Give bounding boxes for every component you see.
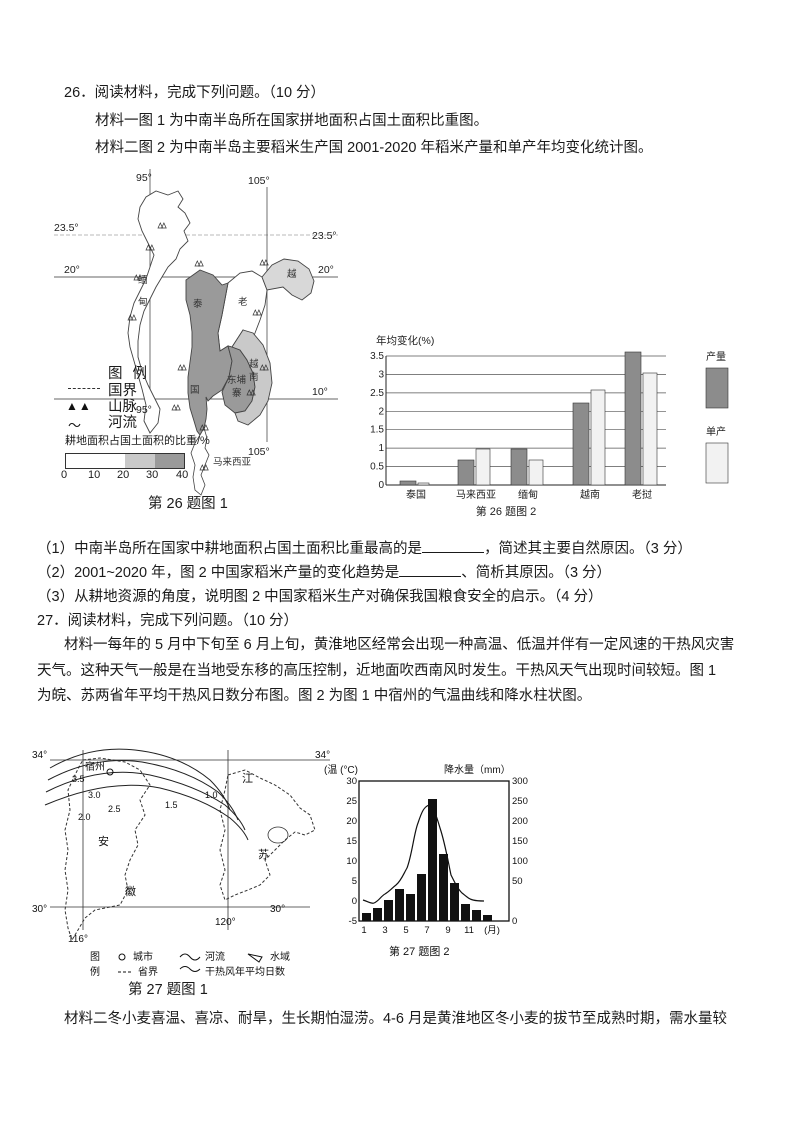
svg-text:20°: 20° — [64, 264, 80, 276]
svg-text:泰国: 泰国 — [406, 488, 426, 501]
svg-text:3: 3 — [378, 369, 384, 380]
svg-text:泰: 泰 — [193, 298, 203, 310]
svg-text:例: 例 — [90, 965, 100, 978]
svg-text:河流: 河流 — [205, 950, 225, 963]
svg-text:100: 100 — [512, 856, 528, 867]
svg-text:水域: 水域 — [270, 950, 290, 963]
svg-text:-5: -5 — [349, 916, 357, 927]
svg-text:寨: 寨 — [232, 387, 242, 399]
svg-text:300: 300 — [512, 776, 528, 787]
svg-text:年均变化(%): 年均变化(%) — [376, 334, 434, 347]
svg-text:0: 0 — [512, 916, 517, 927]
svg-text:20: 20 — [346, 816, 357, 827]
svg-text:120°: 120° — [215, 917, 236, 928]
svg-text:30°: 30° — [32, 904, 47, 915]
svg-text:200: 200 — [512, 816, 528, 827]
svg-text:7: 7 — [424, 925, 429, 936]
svg-text:(温 (°C): (温 (°C) — [324, 764, 358, 776]
svg-text:越南: 越南 — [580, 488, 600, 501]
svg-text:5: 5 — [352, 876, 357, 887]
svg-text:徽: 徽 — [125, 884, 136, 898]
svg-text:产量: 产量 — [706, 350, 726, 363]
svg-text:1.5: 1.5 — [370, 425, 384, 436]
svg-text:2: 2 — [378, 406, 384, 417]
svg-text:安: 安 — [98, 834, 109, 848]
svg-text:2.5: 2.5 — [370, 388, 384, 399]
svg-text:3.0: 3.0 — [88, 790, 101, 800]
svg-text:南: 南 — [249, 371, 259, 383]
svg-text:2.0: 2.0 — [78, 812, 91, 822]
svg-text:缅甸: 缅甸 — [518, 488, 538, 501]
svg-text:国: 国 — [190, 385, 200, 396]
svg-text:11: 11 — [464, 925, 474, 936]
svg-text:苏: 苏 — [258, 848, 269, 861]
svg-text:25: 25 — [346, 796, 357, 807]
svg-text:1: 1 — [361, 925, 366, 936]
svg-text:越: 越 — [249, 358, 259, 370]
svg-text:15: 15 — [346, 836, 357, 847]
svg-text:105°: 105° — [248, 446, 270, 458]
svg-text:单产: 单产 — [706, 425, 726, 438]
svg-text:城市: 城市 — [133, 950, 153, 963]
svg-text:5: 5 — [403, 925, 408, 936]
svg-text:甸: 甸 — [138, 296, 148, 308]
svg-text:缅: 缅 — [138, 274, 148, 286]
svg-text:3.5: 3.5 — [370, 351, 384, 362]
svg-text:(月): (月) — [484, 925, 500, 936]
svg-text:0.5: 0.5 — [370, 462, 384, 473]
svg-text:23.5°: 23.5° — [312, 230, 337, 242]
svg-text:20°: 20° — [318, 264, 334, 276]
svg-text:95°: 95° — [136, 404, 152, 416]
svg-text:30°: 30° — [270, 904, 285, 915]
svg-text:10: 10 — [346, 856, 357, 867]
svg-text:1.0: 1.0 — [205, 790, 218, 800]
svg-text:省界: 省界 — [138, 965, 158, 978]
svg-text:23.5°: 23.5° — [54, 222, 79, 234]
svg-text:2.5: 2.5 — [108, 804, 121, 814]
svg-text:50: 50 — [512, 876, 523, 887]
svg-text:宿州: 宿州 — [85, 760, 105, 773]
svg-text:降水量（mm）: 降水量（mm） — [444, 763, 511, 776]
svg-text:马来西亚: 马来西亚 — [213, 457, 252, 468]
svg-text:34°: 34° — [32, 750, 47, 761]
svg-text:第 26 题图 2: 第 26 题图 2 — [476, 504, 537, 518]
svg-text:越: 越 — [287, 268, 297, 280]
svg-text:3: 3 — [382, 925, 387, 936]
svg-text:250: 250 — [512, 796, 528, 807]
svg-text:3.5: 3.5 — [72, 774, 85, 784]
svg-text:第 27 题图 2: 第 27 题图 2 — [389, 944, 450, 958]
svg-text:150: 150 — [512, 836, 528, 847]
svg-text:0: 0 — [352, 896, 357, 907]
svg-text:图: 图 — [90, 951, 100, 963]
svg-text:30: 30 — [346, 776, 357, 787]
svg-text:老: 老 — [238, 296, 248, 308]
svg-text:1: 1 — [378, 443, 384, 454]
svg-text:老挝: 老挝 — [632, 488, 652, 501]
svg-text:10°: 10° — [312, 386, 328, 398]
svg-text:马来西亚: 马来西亚 — [456, 489, 496, 501]
svg-text:95°: 95° — [136, 172, 152, 184]
svg-text:0: 0 — [378, 480, 384, 491]
svg-text:江: 江 — [242, 772, 253, 785]
svg-text:干热风年平均日数: 干热风年平均日数 — [205, 965, 285, 978]
svg-text:9: 9 — [445, 925, 450, 936]
svg-text:105°: 105° — [248, 175, 270, 187]
svg-text:116°: 116° — [68, 934, 88, 945]
svg-text:东埔: 东埔 — [227, 374, 247, 386]
svg-text:1.5: 1.5 — [165, 800, 178, 810]
